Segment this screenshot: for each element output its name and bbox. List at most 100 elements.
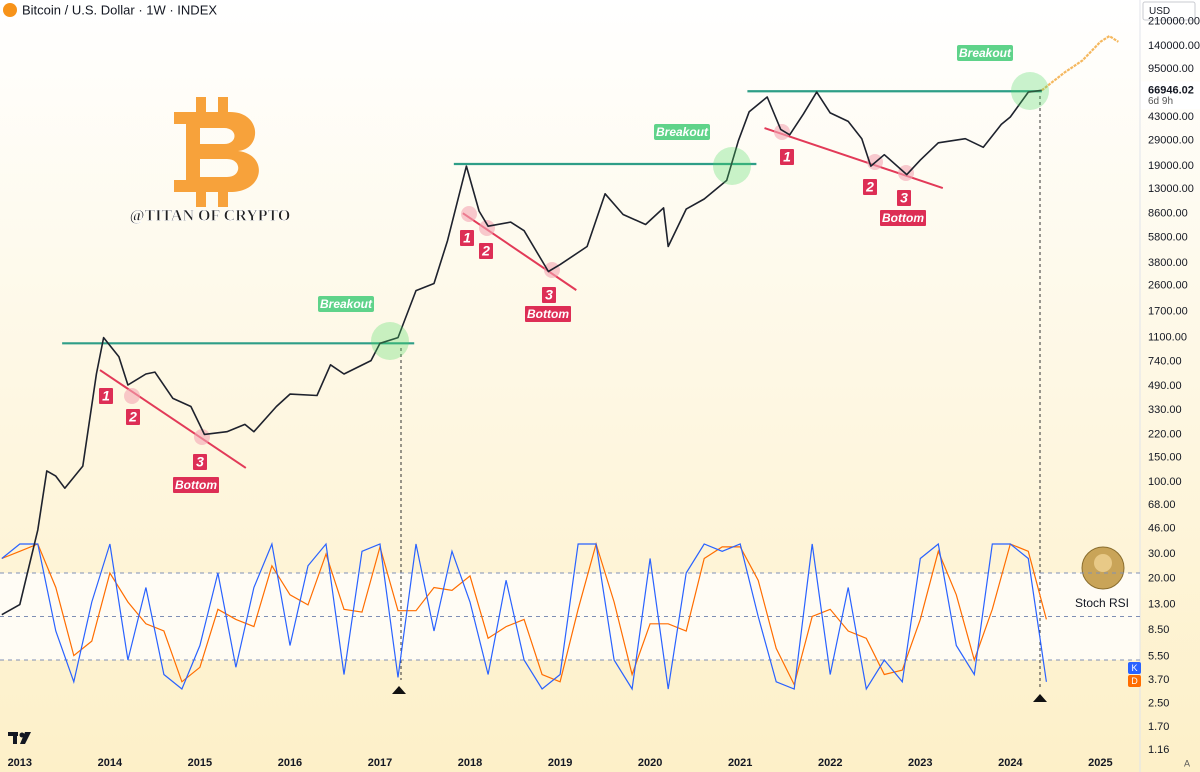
projection-line bbox=[1041, 35, 1119, 92]
x-tick-label: 2022 bbox=[818, 757, 842, 769]
x-tick-label: 2018 bbox=[458, 757, 482, 769]
avatar-face bbox=[1094, 554, 1112, 572]
y-tick-label: 8.50 bbox=[1148, 624, 1169, 636]
stoch-line bbox=[1, 541, 1047, 687]
y-tick-label: 43000.00 bbox=[1148, 111, 1194, 123]
breakout-zone bbox=[713, 147, 751, 185]
trend-tag bbox=[525, 306, 571, 322]
y-tick-label: 1100.00 bbox=[1148, 331, 1187, 343]
signal-triangle bbox=[1033, 694, 1047, 702]
y-tick-label: 3.70 bbox=[1148, 674, 1169, 686]
trend-line bbox=[99, 369, 247, 469]
price-line bbox=[1, 89, 1042, 616]
legend-swatch bbox=[1128, 675, 1141, 687]
y-tick-label: 46.00 bbox=[1148, 522, 1176, 534]
y-tick-label: 150.00 bbox=[1148, 451, 1182, 463]
y-tick-label: 1700.00 bbox=[1148, 305, 1188, 317]
y-tick-label: 8600.00 bbox=[1148, 208, 1188, 220]
breakout-tag bbox=[318, 296, 374, 312]
chart-title: Bitcoin / U.S. Dollar · 1W · INDEX bbox=[22, 2, 217, 17]
y-tick-label: 30.00 bbox=[1148, 548, 1176, 560]
x-tick-label: 2017 bbox=[368, 757, 392, 769]
y-tick-label: 1.70 bbox=[1148, 721, 1169, 733]
y-tick-label: 13.00 bbox=[1148, 599, 1176, 611]
x-tick-label: 2023 bbox=[908, 757, 932, 769]
y-tick-label: 220.00 bbox=[1148, 428, 1182, 440]
stoch-line bbox=[1, 541, 1047, 691]
y-tick-label: 29000.00 bbox=[1148, 135, 1194, 147]
trend-tag bbox=[99, 388, 113, 404]
y-tick-label: 490.00 bbox=[1148, 380, 1182, 392]
breakout-label: Breakout bbox=[959, 46, 1012, 60]
x-tick-label: 2020 bbox=[638, 757, 662, 769]
y-tick-label: 140000.00 bbox=[1148, 40, 1200, 52]
y-tick-label: 95000.00 bbox=[1148, 63, 1194, 75]
currency-button[interactable] bbox=[1142, 1, 1196, 21]
y-tick-label: 1.16 bbox=[1148, 744, 1169, 756]
last-price: 66946.02 bbox=[1148, 84, 1194, 96]
breakout-zone bbox=[371, 322, 409, 360]
trend-label: Bottom bbox=[175, 478, 217, 492]
trend-tag bbox=[479, 243, 493, 259]
y-tick-label: 330.00 bbox=[1148, 404, 1182, 416]
indicator-title: Stoch RSI bbox=[1075, 596, 1129, 610]
y-tick-label: 2.50 bbox=[1148, 698, 1169, 710]
bitcoin-logo bbox=[174, 97, 259, 207]
watermark: @TITAN OF CRYPTO bbox=[130, 208, 291, 225]
trend-label: 2 bbox=[481, 243, 490, 259]
last-price-tag bbox=[1141, 81, 1200, 110]
touch-point bbox=[194, 429, 210, 445]
y-tick-label: 740.00 bbox=[1148, 355, 1182, 367]
trend-label: 1 bbox=[102, 388, 110, 404]
x-tick-label: 2014 bbox=[98, 757, 123, 769]
x-tick-label: 2021 bbox=[728, 757, 752, 769]
legend-swatch bbox=[1128, 662, 1141, 674]
touch-point bbox=[479, 220, 495, 236]
y-tick-label: 20.00 bbox=[1148, 573, 1176, 585]
trend-tag bbox=[460, 230, 474, 246]
y-tick-label: 19000.00 bbox=[1148, 160, 1194, 172]
x-tick-label: 2025 bbox=[1088, 757, 1112, 769]
countdown: 6d 9h bbox=[1148, 96, 1173, 107]
trend-label: Bottom bbox=[882, 211, 924, 225]
breakout-tag bbox=[957, 45, 1013, 61]
trend-label: 1 bbox=[783, 149, 791, 165]
touch-point bbox=[124, 388, 140, 404]
breakout-tag bbox=[654, 124, 710, 140]
trend-tag bbox=[897, 190, 911, 206]
trend-tag bbox=[780, 149, 794, 165]
trend-tag bbox=[863, 179, 877, 195]
y-tick-label: 3800.00 bbox=[1148, 257, 1188, 269]
auto-scale-button[interactable]: A bbox=[1184, 758, 1190, 768]
signal-triangle bbox=[392, 686, 406, 694]
touch-point bbox=[461, 206, 477, 222]
trend-label: 2 bbox=[128, 409, 137, 425]
currency-label[interactable]: USD bbox=[1149, 6, 1170, 17]
legend-label: K bbox=[1131, 663, 1137, 673]
y-tick-label: 5.50 bbox=[1148, 650, 1169, 662]
legend-label: D bbox=[1131, 676, 1138, 686]
trend-label: 3 bbox=[196, 454, 204, 470]
trend-line bbox=[764, 127, 944, 190]
y-tick-label: 5800.00 bbox=[1148, 231, 1188, 243]
touch-point bbox=[774, 124, 790, 140]
breakout-label: Breakout bbox=[656, 125, 709, 139]
x-tick-label: 2016 bbox=[278, 757, 302, 769]
x-tick-label: 2019 bbox=[548, 757, 572, 769]
trend-tag bbox=[880, 210, 926, 226]
trend-tag bbox=[126, 409, 140, 425]
trend-label: 2 bbox=[865, 179, 874, 195]
y-tick-label: 68.00 bbox=[1148, 499, 1176, 511]
breakout-label: Breakout bbox=[320, 297, 373, 311]
y-tick-label: 2600.00 bbox=[1148, 280, 1188, 292]
trend-label: 1 bbox=[463, 230, 471, 246]
trend-label: 3 bbox=[545, 287, 553, 303]
x-tick-label: 2013 bbox=[8, 757, 32, 769]
breakout-zone bbox=[1011, 72, 1049, 110]
trend-label: Bottom bbox=[527, 307, 569, 321]
trend-label: 3 bbox=[900, 190, 908, 206]
y-tick-label: 100.00 bbox=[1148, 476, 1182, 488]
y-tick-label: 13000.00 bbox=[1148, 183, 1194, 195]
